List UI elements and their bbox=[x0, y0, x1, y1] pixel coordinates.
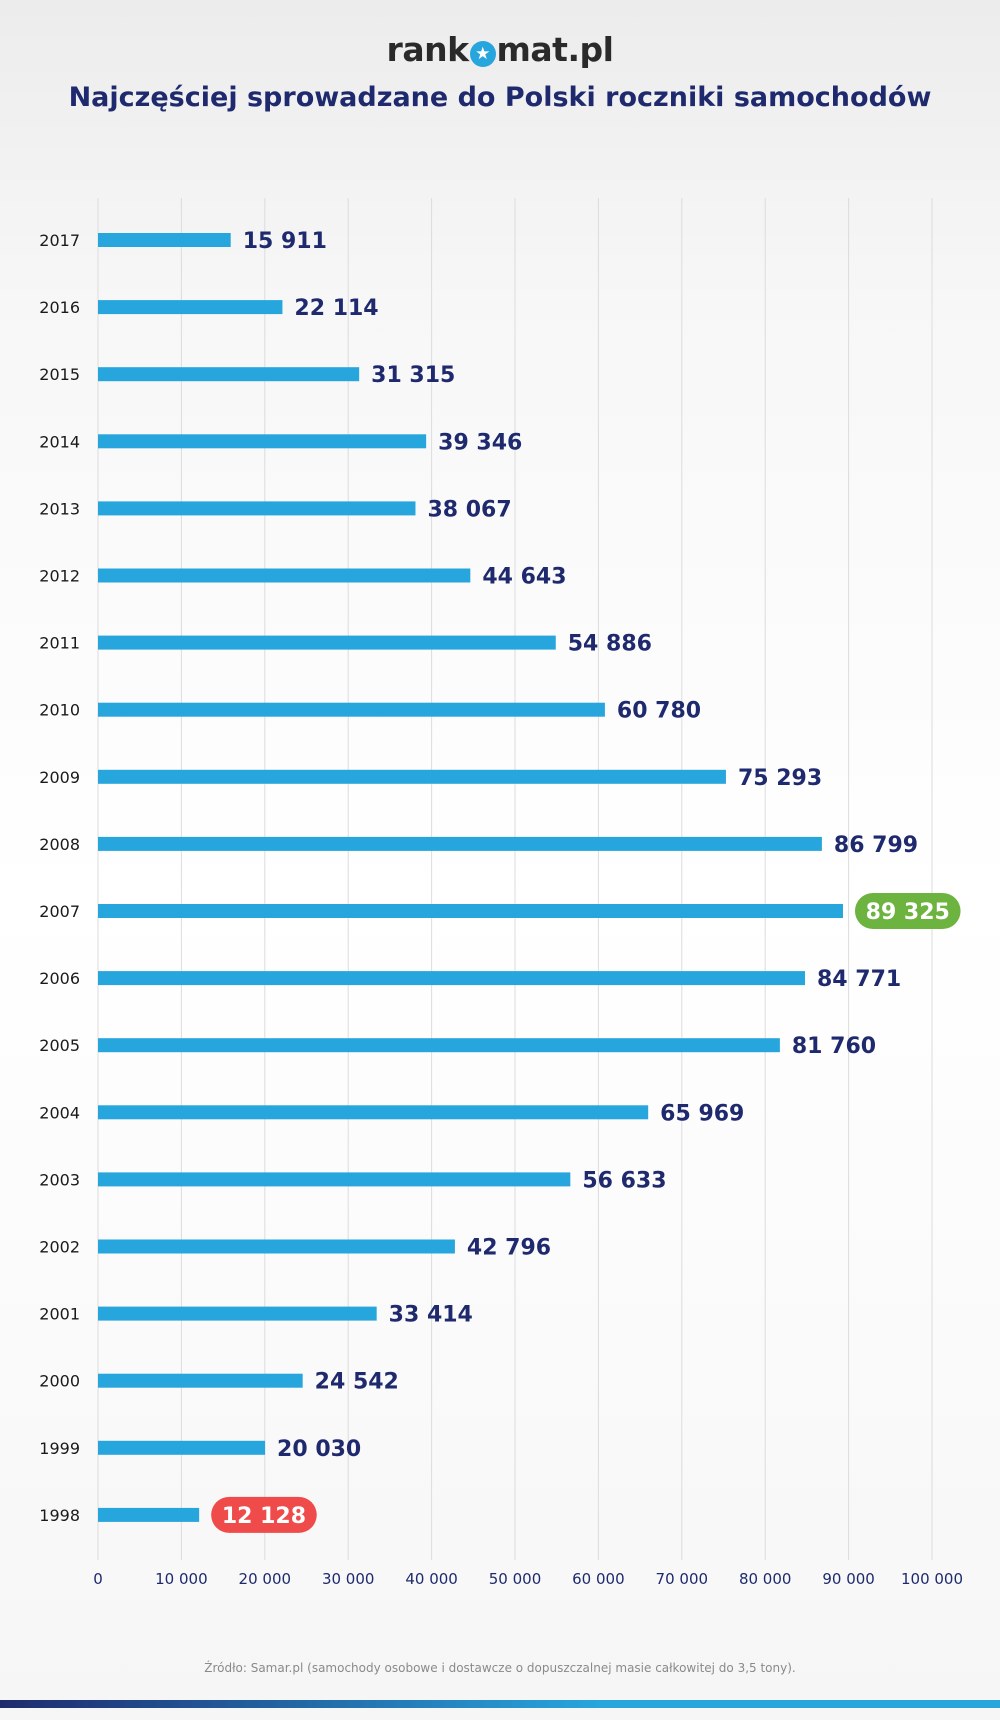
bar bbox=[98, 635, 556, 650]
year-label: 2001 bbox=[39, 1305, 80, 1324]
value-label: 89 325 bbox=[866, 900, 950, 925]
bar bbox=[98, 971, 805, 986]
bar bbox=[98, 568, 471, 583]
year-label: 1998 bbox=[39, 1506, 80, 1525]
year-label: 2003 bbox=[39, 1170, 80, 1189]
year-labels: 2017 2016 2015 2014 2013 2012 2011 2010 2009 2008… bbox=[39, 231, 80, 1525]
value-label: 39 346 bbox=[438, 430, 522, 455]
min-value-badge bbox=[211, 1496, 317, 1533]
bar bbox=[98, 1239, 455, 1254]
x-tick-label: 10 000 bbox=[155, 1570, 208, 1588]
value-label: 15 911 bbox=[243, 229, 327, 254]
year-label: 2015 bbox=[39, 365, 80, 384]
bar bbox=[98, 300, 283, 315]
value-label: 33 414 bbox=[389, 1303, 473, 1328]
bar bbox=[98, 702, 605, 717]
value-label: 84 771 bbox=[817, 967, 901, 992]
x-tick-label: 0 bbox=[93, 1570, 103, 1588]
footer-gradient-bar bbox=[0, 1700, 1000, 1708]
year-label: 2010 bbox=[39, 701, 80, 720]
year-label: 2012 bbox=[39, 567, 80, 586]
x-tick-label: 100 000 bbox=[901, 1570, 963, 1588]
bar bbox=[98, 769, 726, 784]
bar bbox=[98, 1373, 303, 1388]
year-label: 2009 bbox=[39, 768, 80, 787]
bar bbox=[98, 1507, 200, 1522]
bar bbox=[98, 1306, 377, 1321]
x-tick-label: 20 000 bbox=[239, 1570, 292, 1588]
bar bbox=[98, 1038, 780, 1053]
bars bbox=[98, 233, 843, 1522]
x-tick-label: 40 000 bbox=[405, 1570, 458, 1588]
value-label: 31 315 bbox=[371, 363, 455, 388]
bar bbox=[98, 434, 427, 449]
value-label: 81 760 bbox=[792, 1034, 876, 1059]
x-tick-label: 80 000 bbox=[739, 1570, 792, 1588]
value-labels: 15 911 22 114 31 315 39 346 38 067 44 643 54 8… bbox=[211, 229, 961, 1533]
value-label: 54 886 bbox=[568, 632, 652, 657]
year-label: 2008 bbox=[39, 835, 80, 854]
bar bbox=[98, 233, 231, 247]
bar bbox=[98, 1105, 649, 1120]
year-label: 2013 bbox=[39, 499, 80, 518]
bar bbox=[98, 501, 416, 516]
value-label: 60 780 bbox=[617, 699, 701, 724]
x-tick-label: 30 000 bbox=[322, 1570, 375, 1588]
year-label: 2016 bbox=[39, 298, 80, 317]
value-label: 44 643 bbox=[482, 565, 566, 590]
year-label: 2014 bbox=[39, 432, 80, 451]
value-label: 20 030 bbox=[277, 1437, 361, 1462]
value-label: 65 969 bbox=[660, 1101, 744, 1126]
value-label: 86 799 bbox=[834, 833, 918, 858]
bar bbox=[98, 367, 360, 382]
value-label: 12 128 bbox=[222, 1504, 306, 1529]
bar bbox=[98, 1172, 571, 1187]
bar bbox=[98, 836, 822, 851]
value-label: 56 633 bbox=[582, 1168, 666, 1193]
bar bbox=[98, 1440, 266, 1455]
rankomat-logo: rank ★ mat.pl bbox=[0, 30, 1000, 69]
x-tick-label: 70 000 bbox=[656, 1570, 709, 1588]
logo-text-start: rank bbox=[386, 30, 469, 69]
value-label: 75 293 bbox=[738, 766, 822, 791]
year-label: 1999 bbox=[39, 1439, 80, 1458]
logo-text-end: mat.pl bbox=[496, 30, 614, 69]
star-icon: ★ bbox=[469, 41, 496, 67]
year-label: 2017 bbox=[39, 231, 80, 250]
value-label: 38 067 bbox=[427, 497, 511, 522]
max-value-badge bbox=[854, 893, 961, 929]
value-label: 42 796 bbox=[467, 1236, 551, 1261]
chart-title: Najczęściej sprowadzane do Polski roczni… bbox=[68, 82, 932, 113]
x-axis-ticks: 0 10 000 20 000 30 000 40 000 50 000 60 000 70 … bbox=[93, 1570, 963, 1588]
value-label: 22 114 bbox=[294, 296, 378, 321]
source-note: Źródło: Samar.pl (samochody osobowe i do… bbox=[204, 1661, 796, 1675]
year-label: 2006 bbox=[39, 969, 80, 988]
x-tick-label: 90 000 bbox=[822, 1570, 875, 1588]
year-label: 2011 bbox=[39, 634, 80, 653]
year-label: 2002 bbox=[39, 1238, 80, 1257]
year-label: 2005 bbox=[39, 1036, 80, 1055]
year-label: 2000 bbox=[39, 1372, 80, 1391]
grid-lines bbox=[97, 198, 933, 1560]
value-label: 24 542 bbox=[315, 1370, 399, 1395]
bar-chart: 2017 2016 2015 2014 2013 2012 2011 2010 2009 2008… bbox=[39, 198, 963, 1588]
bar bbox=[98, 904, 843, 918]
x-tick-label: 60 000 bbox=[572, 1570, 625, 1588]
x-tick-label: 50 000 bbox=[489, 1570, 542, 1588]
year-label: 2004 bbox=[39, 1103, 80, 1122]
year-label: 2007 bbox=[39, 902, 80, 921]
